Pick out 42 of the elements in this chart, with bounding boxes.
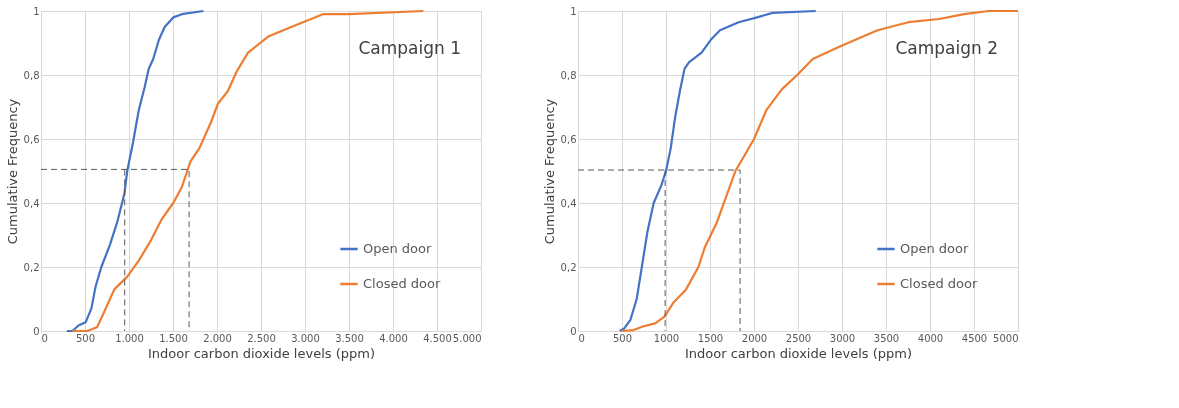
x-tick-label: 2500 [785,332,812,344]
y-tick-label: 0,6 [560,133,577,145]
y-tick-label: 0,4 [560,197,577,209]
x-tick-label: 1.500 [159,332,188,344]
x-tick-label: 5000 [993,332,1019,344]
x-tick-label: 2.500 [247,332,276,344]
text: Campaign 2 [895,38,998,58]
legend-label: Open door [363,241,433,256]
x-tick-label: 0 [578,332,585,344]
x-tick-label: 4.500 [423,332,452,344]
x-tick-label: 2.000 [203,332,232,344]
y-tick-label: 0,8 [23,69,40,81]
text: Campaign 1 [358,38,461,58]
x-tick-label: 5.000 [452,332,482,344]
y-tick-label: 1 [570,5,577,17]
y-tick-label: 0,6 [23,133,40,145]
x-axis-title: Indoor carbon dioxide levels (ppm) [685,345,912,361]
y-tick-label: 0,2 [23,261,40,273]
x-tick-label: 4.000 [379,332,408,344]
x-tick-label: 500 [75,332,96,344]
x-tick-label: 2000 [741,332,768,344]
y-tick-label: 0,8 [560,69,577,81]
y-tick-label: 0,4 [23,197,40,209]
x-tick-label: 3.500 [335,332,364,344]
x-tick-label: 3000 [829,332,856,344]
y-axis-title: Cumulative Frequency [4,98,20,245]
x-tick-label: 0 [41,332,48,344]
y-tick-label: 1 [33,5,40,17]
x-tick-label: 1000 [653,332,680,344]
x-axis-title: Indoor carbon dioxide levels (ppm) [148,345,375,361]
x-tick-label: 3500 [873,332,900,344]
x-tick-label: 500 [612,332,633,344]
legend-label: Closed door [363,276,441,291]
y-axis-title: Cumulative Frequency [541,98,557,245]
y-tick-label: 0,2 [560,261,577,273]
x-tick-label: 4000 [917,332,944,344]
legend-label: Closed door [900,276,978,291]
x-tick-label: 4500 [961,332,988,344]
x-tick-label: 1500 [697,332,724,344]
x-tick-label: 1.000 [115,332,144,344]
legend-label: Open door [900,241,970,256]
x-tick-label: 3.000 [291,332,320,344]
